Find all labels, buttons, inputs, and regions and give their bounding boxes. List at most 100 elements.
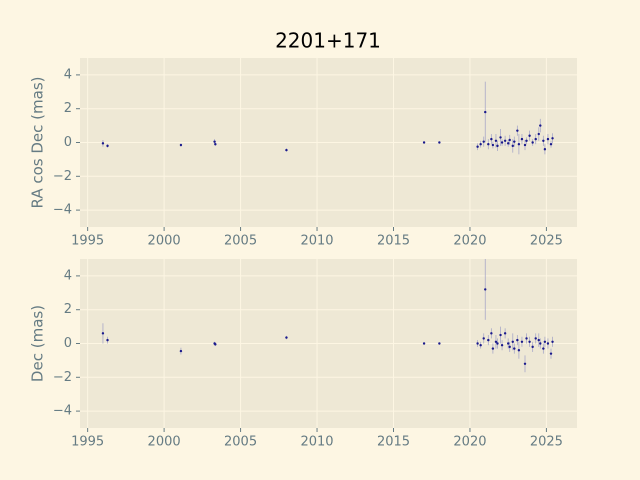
data-point bbox=[549, 352, 553, 355]
data-point bbox=[542, 347, 545, 350]
data-point bbox=[214, 142, 217, 146]
y-axis-label: Dec (mas) bbox=[29, 305, 47, 382]
data-point bbox=[499, 333, 502, 337]
data-point bbox=[531, 141, 534, 144]
data-point bbox=[517, 142, 521, 146]
data-point bbox=[523, 362, 527, 365]
y-tick-label: 2 bbox=[64, 302, 72, 317]
data-point bbox=[506, 342, 510, 345]
y-tick-label: 4 bbox=[64, 268, 72, 283]
data-point bbox=[516, 338, 519, 342]
x-tick-label: 1995 bbox=[71, 234, 104, 249]
data-point bbox=[516, 129, 519, 132]
data-point bbox=[487, 142, 490, 146]
data-point bbox=[491, 347, 495, 350]
x-tick-label: 2010 bbox=[300, 234, 333, 249]
x-tick-label: 2000 bbox=[148, 435, 181, 450]
y-axis-label: RA cos Dec (mas) bbox=[29, 77, 47, 209]
data-point bbox=[537, 338, 540, 342]
x-tick-label: 2005 bbox=[224, 234, 257, 249]
data-point bbox=[422, 141, 426, 144]
data-point bbox=[438, 141, 441, 144]
data-point bbox=[487, 338, 490, 342]
data-point bbox=[101, 142, 105, 145]
x-tick-label: 2000 bbox=[148, 234, 181, 249]
data-point bbox=[503, 139, 507, 143]
data-point bbox=[500, 343, 504, 347]
data-point bbox=[528, 340, 531, 344]
data-point bbox=[539, 124, 542, 127]
data-point bbox=[551, 340, 554, 344]
y-tick-label: 2 bbox=[64, 101, 72, 116]
x-tick-label: 2010 bbox=[300, 435, 333, 450]
data-point bbox=[476, 145, 479, 148]
x-tick-label: 2020 bbox=[453, 435, 486, 450]
data-point bbox=[101, 332, 105, 335]
data-point bbox=[531, 345, 534, 349]
data-point bbox=[285, 336, 288, 339]
x-tick-label: 2025 bbox=[530, 435, 563, 450]
x-tick-label: 2015 bbox=[377, 435, 410, 450]
data-point bbox=[494, 340, 498, 344]
data-point bbox=[525, 337, 528, 340]
data-point bbox=[525, 139, 528, 143]
x-tick-label: 2005 bbox=[224, 435, 257, 450]
data-point bbox=[500, 141, 504, 144]
y-tick-label: 0 bbox=[64, 135, 72, 150]
data-point bbox=[546, 137, 550, 141]
data-point bbox=[496, 342, 499, 345]
data-point bbox=[179, 349, 183, 353]
data-point bbox=[499, 136, 502, 139]
data-point bbox=[537, 132, 540, 136]
data-point bbox=[549, 142, 553, 146]
data-point bbox=[517, 349, 521, 352]
data-point bbox=[213, 140, 216, 143]
data-point bbox=[511, 340, 514, 344]
data-point bbox=[285, 148, 288, 152]
chart-title: 2201+171 bbox=[275, 29, 381, 53]
y-tick-label: 0 bbox=[64, 336, 72, 351]
data-point bbox=[511, 144, 514, 148]
data-point bbox=[496, 144, 499, 148]
data-point bbox=[546, 342, 550, 345]
data-point bbox=[528, 134, 531, 137]
y-tick-label: −4 bbox=[53, 203, 72, 218]
x-tick-label: 2015 bbox=[377, 234, 410, 249]
data-point bbox=[479, 142, 482, 146]
data-point bbox=[506, 142, 510, 145]
data-point bbox=[490, 137, 493, 141]
data-point bbox=[534, 337, 537, 340]
data-point bbox=[214, 343, 217, 346]
data-point bbox=[482, 140, 485, 143]
data-point bbox=[482, 337, 485, 340]
data-point bbox=[508, 138, 511, 142]
data-point bbox=[479, 343, 482, 347]
data-point bbox=[551, 137, 554, 140]
y-tick-label: 4 bbox=[64, 67, 72, 82]
data-point bbox=[543, 340, 547, 344]
data-point bbox=[520, 137, 524, 141]
x-tick-label: 2025 bbox=[530, 234, 563, 249]
y-tick-label: −2 bbox=[53, 370, 72, 385]
data-point bbox=[513, 140, 516, 143]
data-point bbox=[491, 143, 495, 147]
data-point bbox=[422, 342, 426, 345]
data-point bbox=[543, 148, 547, 151]
data-point bbox=[508, 345, 511, 349]
data-point bbox=[106, 338, 109, 342]
data-point bbox=[476, 342, 479, 345]
data-point bbox=[520, 340, 524, 344]
data-point bbox=[179, 143, 183, 147]
data-point bbox=[534, 137, 537, 141]
data-point bbox=[523, 143, 527, 147]
x-tick-label: 1995 bbox=[71, 435, 104, 450]
data-point bbox=[503, 332, 507, 335]
y-tick-label: −2 bbox=[53, 169, 72, 184]
data-point bbox=[513, 347, 516, 350]
data-point bbox=[490, 332, 493, 335]
data-point bbox=[494, 139, 498, 143]
data-point bbox=[438, 342, 441, 345]
y-tick-label: −4 bbox=[53, 404, 72, 419]
